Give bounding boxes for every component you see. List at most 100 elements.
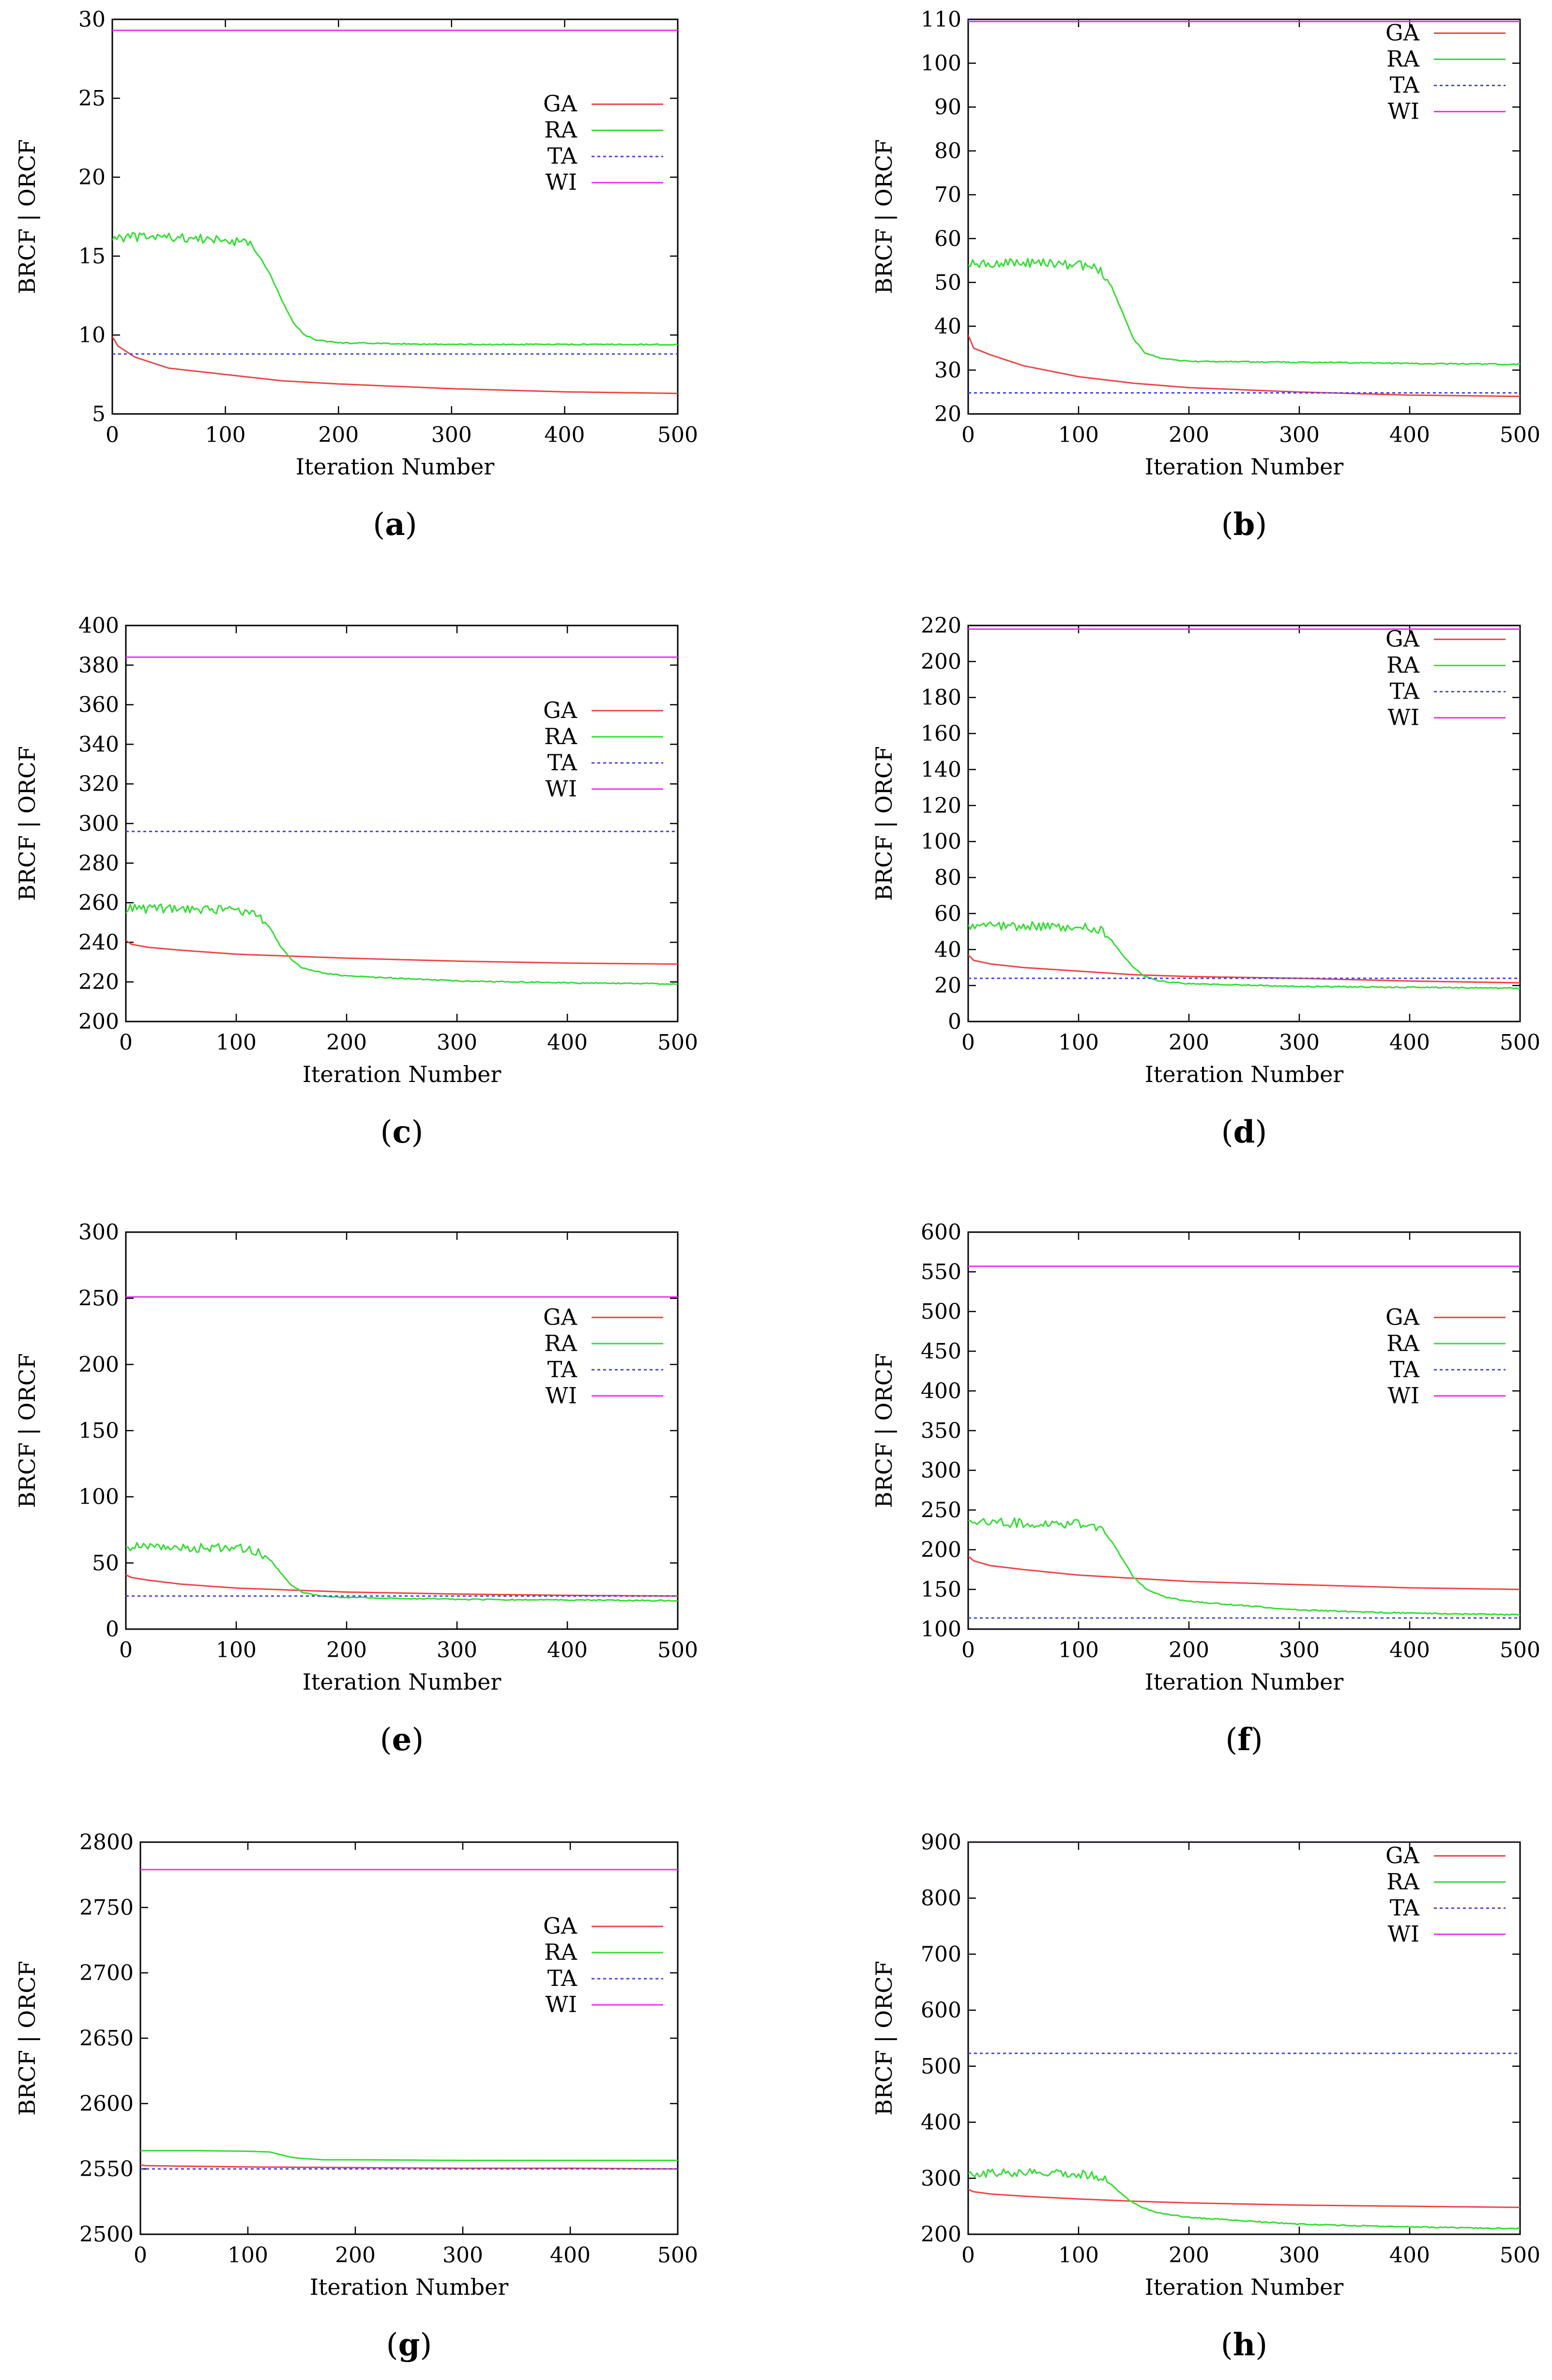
- chart-panel-d: 0 20 40 60 80 100 120 140 160 180 200 220 0 100 200 300…: [871, 613, 1540, 1150]
- y-tick-label: 500: [921, 1299, 961, 1324]
- x-tick-label: 200: [1169, 423, 1209, 447]
- x-axis-title: Iteration Number: [296, 454, 495, 480]
- y-tick-label: 900: [921, 1830, 961, 1855]
- legend-label-wi: WI: [1388, 1382, 1419, 1408]
- legend-label-wi: WI: [1388, 704, 1419, 731]
- legend-label-ta: TA: [548, 1965, 578, 1991]
- x-tick-label: 0: [961, 1638, 975, 1663]
- series-line-ra: [126, 903, 678, 985]
- y-tick-label: 250: [78, 1286, 119, 1311]
- y-axis-title: BRCF | ORCF: [14, 139, 40, 294]
- panel-caption: (b): [1221, 506, 1267, 543]
- x-tick-label: 200: [335, 2243, 376, 2268]
- y-tick-label: 0: [948, 1009, 961, 1034]
- x-tick-label: 0: [961, 423, 975, 447]
- x-axis-title: Iteration Number: [1145, 454, 1344, 480]
- series-line-ga: [968, 335, 1520, 397]
- legend-label-wi: WI: [1388, 1921, 1419, 1947]
- x-tick-label: 500: [1500, 1030, 1540, 1055]
- y-tick-label: 300: [78, 1220, 119, 1245]
- x-tick-label: 500: [657, 1030, 698, 1055]
- y-tick-label: 400: [78, 613, 119, 638]
- legend-label-ra: RA: [544, 117, 578, 143]
- series-line-ga: [968, 1555, 1520, 1590]
- x-tick-label: 300: [437, 1638, 477, 1663]
- y-axis-title: BRCF | ORCF: [871, 746, 897, 901]
- y-tick-label: 2650: [79, 2026, 134, 2051]
- x-axis-title: Iteration Number: [1145, 2274, 1344, 2300]
- y-tick-label: 50: [934, 270, 961, 295]
- y-tick-label: 250: [921, 1498, 961, 1523]
- legend-label-ga: GA: [543, 1913, 578, 1939]
- x-tick-label: 200: [326, 1638, 367, 1663]
- legend-label-ra: RA: [1386, 1330, 1420, 1356]
- y-axis-title: BRCF | ORCF: [14, 1961, 40, 2116]
- y-tick-label: 220: [921, 613, 961, 638]
- legend-label-ga: GA: [1385, 20, 1420, 46]
- x-axis-title: Iteration Number: [1145, 1669, 1344, 1695]
- x-tick-label: 400: [1389, 2243, 1430, 2268]
- y-tick-label: 340: [78, 732, 119, 757]
- legend-label-ta: TA: [1390, 678, 1420, 704]
- x-tick-label: 200: [1169, 1638, 1209, 1663]
- chart-panel-e: 0 50 100 150 200 250 300 0 100 200 300 400 500 Iterat…: [14, 1220, 698, 1758]
- x-tick-label: 300: [442, 2243, 483, 2268]
- x-tick-label: 400: [1389, 423, 1430, 447]
- x-tick-label: 0: [119, 1030, 133, 1055]
- y-tick-label: 25: [78, 86, 106, 111]
- y-tick-label: 320: [78, 772, 119, 796]
- legend-label-ga: GA: [1385, 1304, 1420, 1330]
- y-tick-label: 550: [921, 1260, 961, 1284]
- y-tick-label: 80: [934, 139, 961, 164]
- x-axis-title: Iteration Number: [303, 1669, 502, 1695]
- x-tick-label: 500: [1500, 2243, 1540, 2268]
- x-tick-label: 100: [1058, 2243, 1099, 2268]
- legend-label-ga: GA: [1385, 626, 1420, 652]
- plot-frame: [967, 1841, 1521, 2235]
- legend-label-ga: GA: [543, 697, 578, 723]
- y-tick-label: 60: [934, 227, 961, 251]
- panel-caption: (g): [386, 2327, 432, 2363]
- x-tick-label: 400: [544, 423, 585, 447]
- series-line-ga: [126, 1574, 678, 1597]
- y-tick-label: 10: [78, 323, 106, 348]
- y-tick-label: 5: [92, 402, 106, 427]
- y-tick-label: 700: [921, 1942, 961, 1967]
- legend-label-ga: GA: [543, 1304, 578, 1330]
- panel-caption: (c): [380, 1114, 424, 1150]
- y-tick-label: 40: [934, 314, 961, 339]
- series-line-ga: [126, 940, 678, 965]
- y-tick-label: 150: [921, 1577, 961, 1602]
- series-line-ga: [112, 336, 678, 395]
- legend-label-ga: GA: [543, 91, 578, 117]
- y-tick-label: 450: [921, 1339, 961, 1364]
- series-line-ra: [968, 2168, 1520, 2230]
- y-tick-label: 2700: [79, 1961, 134, 1985]
- x-tick-label: 100: [216, 1030, 257, 1055]
- y-axis-title: BRCF | ORCF: [871, 139, 897, 294]
- y-tick-label: 100: [921, 51, 961, 76]
- y-tick-label: 200: [921, 649, 961, 674]
- y-tick-label: 80: [934, 866, 961, 890]
- x-tick-label: 300: [437, 1030, 477, 1055]
- y-tick-label: 360: [78, 693, 119, 717]
- y-tick-label: 20: [78, 165, 106, 190]
- y-axis-title: BRCF | ORCF: [14, 1353, 40, 1508]
- y-tick-label: 220: [78, 970, 119, 994]
- y-tick-label: 600: [921, 1220, 961, 1245]
- x-tick-label: 300: [1279, 2243, 1320, 2268]
- panel-caption-letter: g: [398, 2327, 420, 2363]
- x-tick-label: 300: [431, 423, 472, 447]
- x-tick-label: 300: [1279, 423, 1320, 447]
- x-tick-label: 100: [228, 2243, 268, 2268]
- y-tick-label: 180: [921, 686, 961, 710]
- legend-label-ra: RA: [1386, 1868, 1420, 1894]
- legend-label-wi: WI: [546, 169, 577, 195]
- panel-caption-letter: e: [392, 1722, 412, 1758]
- y-tick-label: 110: [921, 7, 961, 32]
- series-line-ra: [112, 231, 678, 346]
- y-tick-label: 2500: [79, 2222, 134, 2247]
- chart-panel-c: 200 220 240 260 280 300 320 340 360 380 400 0 100 200…: [14, 613, 698, 1150]
